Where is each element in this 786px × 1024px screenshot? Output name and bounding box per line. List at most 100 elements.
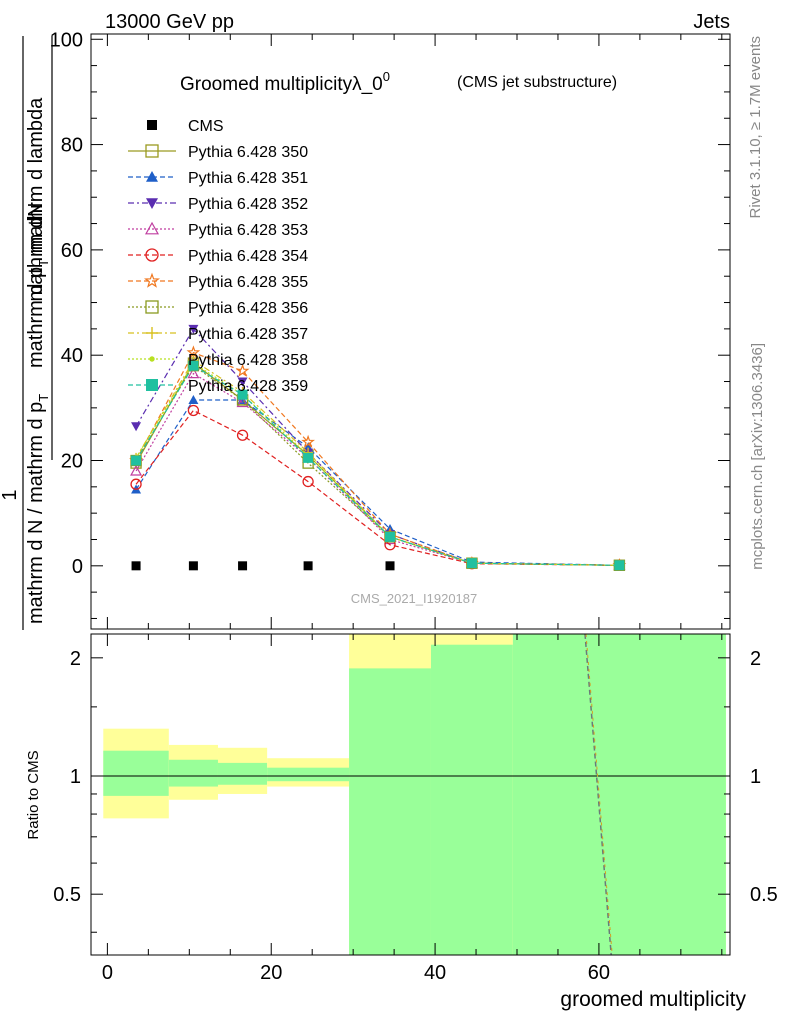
legend-marker (146, 171, 158, 182)
legend-marker (149, 356, 155, 362)
legend-marker (146, 198, 158, 209)
y-tick-label: 80 (61, 135, 83, 157)
header-energy: 13000 GeV pp (105, 11, 234, 33)
series-line (135, 399, 620, 566)
chart-title: Groomed multiplicityλ_00 (180, 69, 390, 95)
chart-subtitle: (CMS jet substructure) (457, 74, 617, 91)
legend-marker (146, 327, 158, 339)
y-label-den-part2: mathrm d p (25, 267, 47, 368)
legend-label: Pythia 6.428 357 (188, 326, 308, 343)
chart-title-sup: 0 (383, 69, 390, 84)
y-label-den-sub1: T (36, 394, 51, 402)
series-point (235, 363, 250, 377)
ratio-y-label: Ratio to CMS (25, 750, 42, 839)
chart-title-main: Groomed multiplicityλ_0 (180, 74, 383, 95)
ratio-y-tick-label: 1 (70, 766, 81, 788)
cms-data-point (385, 561, 395, 571)
y-tick-label: 40 (61, 345, 83, 367)
legend-marker (144, 272, 160, 288)
series-point (130, 478, 142, 490)
ratio-band-green (512, 634, 726, 955)
legend-marker (145, 144, 159, 158)
x-tick-label: 60 (588, 962, 610, 984)
series-point (614, 560, 625, 571)
ratio-plot-frame (90, 633, 731, 956)
legend-label: Pythia 6.428 354 (188, 248, 308, 265)
rivet-version: Rivet 3.1.10, ≥ 1.7M events (747, 36, 764, 219)
legend-label: Pythia 6.428 359 (188, 378, 308, 395)
ratio-band-green (430, 644, 513, 955)
cms-data-point (131, 561, 141, 571)
series-line (135, 409, 620, 566)
cms-data-point (188, 561, 198, 571)
y-label-den-sub2: T (36, 259, 51, 267)
series-point (188, 324, 199, 334)
ratio-band-green (267, 767, 350, 782)
mcplots-credit: mcplots.cern.ch [arXiv:1306.3436] (749, 343, 766, 570)
series-point (187, 367, 200, 379)
series-point (237, 389, 248, 400)
legend-label: Pythia 6.428 353 (188, 222, 308, 239)
x-tick-label: 40 (424, 962, 446, 984)
y-label-numerator: mathrm dN (25, 203, 47, 302)
ratio-curve-2 (585, 633, 613, 956)
y-tick-label: 100 (50, 29, 83, 51)
ratio-band-green (349, 668, 431, 955)
series-line (135, 372, 620, 566)
y-label-den-part1: mathrm d N / mathrm d p (25, 402, 47, 624)
ratio-band-green (103, 750, 169, 796)
ratio-y-tick-label-right: 2 (750, 648, 761, 670)
legend-marker (146, 379, 158, 391)
ratio-y-tick-label-right: 1 (750, 766, 761, 788)
series-point (236, 429, 249, 441)
legend-marker (144, 221, 160, 235)
series-point (186, 345, 201, 359)
ratio-axis-ticks: 0.5 0.51 12 20 20 40 60 (53, 634, 778, 984)
y-tick-label: 0 (72, 556, 83, 578)
legend-marker (145, 300, 159, 314)
series-point (237, 377, 248, 387)
legend-label: Pythia 6.428 350 (188, 144, 308, 161)
legend-label: Pythia 6.428 355 (188, 274, 308, 291)
legend-label: CMS (188, 118, 224, 135)
y-label-one: 1 (0, 489, 21, 500)
legend-label: Pythia 6.428 358 (188, 352, 308, 369)
series-point (385, 531, 396, 542)
x-tick-label: 20 (260, 962, 282, 984)
legend-label: Pythia 6.428 351 (188, 170, 308, 187)
ratio-y-tick-label: 0.5 (53, 884, 81, 906)
series-point (131, 422, 142, 432)
legend-marker (147, 120, 157, 130)
y-label-denominator: mathrm d N / mathrm d pT (25, 394, 51, 624)
legend-label: Pythia 6.428 356 (188, 300, 308, 317)
cms-data-point (303, 561, 313, 571)
series-point (131, 455, 142, 466)
main-axis-ticks: 0 20 40 60 80 100 (50, 29, 730, 629)
y-tick-label: 20 (61, 451, 83, 473)
series-point (188, 394, 199, 404)
legend-marker (145, 248, 159, 262)
ratio-y-tick-label: 2 (70, 648, 81, 670)
cms-data-point (238, 561, 248, 571)
ratio-y-tick-label-right: 0.5 (750, 884, 778, 906)
series-point (187, 404, 200, 417)
x-axis-label: groomed multiplicity (560, 988, 746, 1011)
x-tick-label: 0 (102, 962, 113, 984)
y-tick-label: 60 (61, 240, 83, 262)
legend-label: Pythia 6.428 352 (188, 196, 308, 213)
header-process: Jets (693, 11, 730, 33)
series-point (302, 475, 314, 488)
analysis-id: CMS_2021_I1920187 (351, 591, 478, 606)
series-point (130, 464, 143, 476)
ratio-curve (584, 633, 612, 956)
main-plot-frame (90, 33, 731, 630)
ratio-band-green (168, 759, 218, 787)
ratio-bands-group (103, 634, 726, 955)
main-series-group (129, 324, 627, 572)
main-y-label: mathrm dN 1 mathrm d N / mathrm d pT mat… (0, 36, 53, 630)
series-point (301, 434, 315, 448)
series-point (303, 452, 314, 463)
ratio-band-green (217, 762, 268, 785)
